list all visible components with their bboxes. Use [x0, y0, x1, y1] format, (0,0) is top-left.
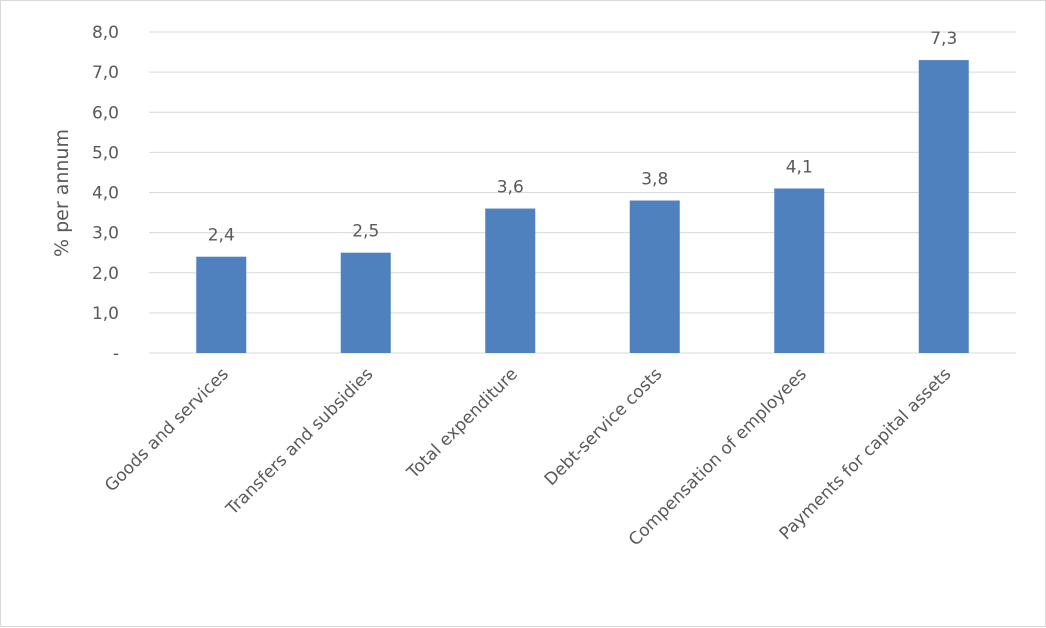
data-label: 4,1: [786, 157, 813, 177]
y-tick-label: 5,0: [92, 143, 119, 163]
y-tick-label: 4,0: [92, 184, 119, 204]
x-tick-label: Goods and services: [101, 364, 233, 496]
data-label: 2,4: [208, 226, 235, 246]
bar: [918, 60, 969, 354]
y-axis-label: % per annum: [51, 129, 73, 257]
y-tick-label: 7,0: [92, 63, 119, 83]
x-tick-label: Total expenditure: [403, 364, 522, 483]
data-label: 3,8: [641, 170, 668, 190]
data-label: 2,5: [352, 222, 379, 242]
y-tick-label: 8,0: [92, 23, 119, 43]
data-label: 3,6: [497, 178, 524, 198]
data-label: 7,3: [930, 29, 957, 49]
bar: [774, 188, 825, 353]
bar: [340, 252, 391, 353]
y-tick-label: 1,0: [92, 304, 119, 324]
y-tick-label: 2,0: [92, 264, 119, 284]
bar: [629, 200, 680, 353]
y-tick-label: 6,0: [92, 103, 119, 123]
x-tick-label: Transfers and subsidies: [222, 364, 378, 520]
bar: [485, 208, 536, 353]
y-tick-label: 3,0: [92, 224, 119, 244]
y-tick-label: -: [113, 344, 119, 364]
x-tick-label: Payments for capital assets: [776, 364, 956, 544]
x-tick-label: Debt-service costs: [541, 364, 667, 490]
bar: [196, 256, 247, 353]
